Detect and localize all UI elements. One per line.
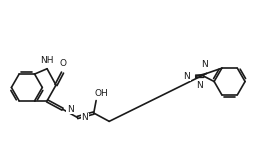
Text: O: O [59,59,66,68]
Text: N: N [82,113,88,122]
Text: N: N [67,105,73,114]
Text: NH: NH [40,56,54,65]
Text: N: N [201,60,208,69]
Text: OH: OH [95,89,108,98]
Text: N: N [196,81,203,90]
Text: N: N [184,72,190,81]
